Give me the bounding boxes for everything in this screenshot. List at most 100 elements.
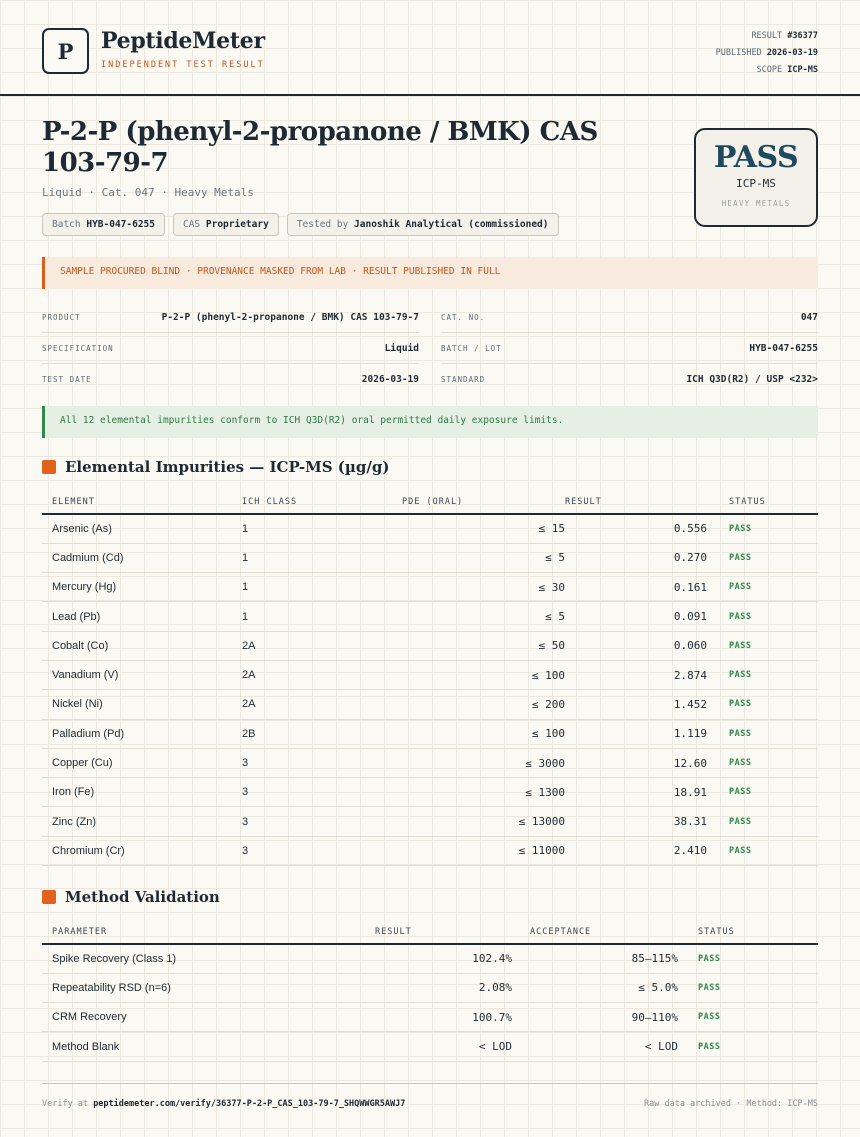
- table-row: Repeatability RSD (n=6) 2.08% ≤ 5.0% PASS: [42, 973, 818, 1004]
- procurement-notice: SAMPLE PROCURED BLIND · PROVENANCE MASKE…: [42, 257, 818, 289]
- class-cell: 3: [242, 777, 402, 808]
- info-row: BATCH / LOT HYB-047-6255: [441, 333, 818, 364]
- result-cell: 2.874: [565, 660, 707, 691]
- class-cell: 2A: [242, 689, 402, 720]
- result-cell: 0.556: [565, 514, 707, 544]
- pde-cell: ≤ 30: [402, 572, 565, 603]
- table-row: Chromium (Cr) 3 ≤ 11000 2.410 PASS: [42, 836, 818, 867]
- class-cell: 3: [242, 836, 402, 867]
- sample-chips: Batch HYB-047-6255 CAS Proprietary Teste…: [42, 213, 559, 236]
- table-row: Lead (Pb) 1 ≤ 5 0.091 PASS: [42, 601, 818, 632]
- footer-note: Raw data archived · Method: ICP-MS: [644, 1099, 818, 1109]
- pde-cell: ≤ 5: [402, 543, 565, 574]
- element-cell: Lead (Pb): [42, 601, 242, 632]
- verdict-stamp: PASS ICP-MS HEAVY METALS: [694, 128, 818, 227]
- table-header-row: PARAMETER RESULT ACCEPTANCE STATUS: [42, 920, 818, 945]
- table-row: Iron (Fe) 3 ≤ 1300 18.91 PASS: [42, 777, 818, 808]
- table-row: Mercury (Hg) 1 ≤ 30 0.161 PASS: [42, 572, 818, 603]
- table-row: Nickel (Ni) 2A ≤ 200 1.452 PASS: [42, 689, 818, 720]
- result-cell: 0.161: [565, 572, 707, 603]
- pde-cell: ≤ 11000: [402, 836, 565, 867]
- brand-logo: P: [42, 28, 89, 74]
- class-cell: 2A: [242, 660, 402, 691]
- status-badge: PASS: [707, 514, 818, 544]
- status-badge: PASS: [707, 572, 818, 603]
- result-cell: 0.060: [565, 631, 707, 661]
- parameter-cell: Repeatability RSD (n=6): [42, 973, 375, 1004]
- info-row: SPECIFICATION Liquid: [42, 333, 419, 364]
- meta-result: RESULT #36377: [751, 31, 818, 41]
- cas-chip: CAS Proprietary: [172, 213, 279, 236]
- table-row: Zinc (Zn) 3 ≤ 13000 38.31 PASS: [42, 806, 818, 837]
- batch-chip: Batch HYB-047-6255: [42, 213, 165, 236]
- element-cell: Mercury (Hg): [42, 572, 242, 603]
- element-cell: Zinc (Zn): [42, 806, 242, 837]
- acceptance-cell: 85–115%: [512, 944, 678, 974]
- class-cell: 3: [242, 748, 402, 779]
- pde-cell: ≤ 15: [402, 514, 565, 544]
- info-row: STANDARD ICH Q3D(R2) / USP <232>: [441, 374, 818, 385]
- table-row: Cobalt (Co) 2A ≤ 50 0.060 PASS: [42, 631, 818, 661]
- status-badge: PASS: [707, 748, 818, 779]
- report-header: P PeptideMeter INDEPENDENT TEST RESULT R…: [42, 28, 818, 76]
- status-badge: PASS: [707, 631, 818, 661]
- status-badge: PASS: [707, 719, 818, 749]
- meta-published: PUBLISHED 2026-03-19: [715, 48, 818, 58]
- result-cell: 2.08%: [375, 973, 512, 1004]
- pde-cell: ≤ 5: [402, 601, 565, 632]
- meta-scope: SCOPE ICP-MS: [756, 65, 818, 75]
- element-cell: Nickel (Ni): [42, 689, 242, 720]
- status-badge: PASS: [678, 1002, 818, 1033]
- result-cell: 1.119: [565, 719, 707, 749]
- status-badge: PASS: [707, 543, 818, 574]
- result-cell: < LOD: [375, 1031, 512, 1062]
- pde-cell: ≤ 3000: [402, 748, 565, 779]
- impurities-body: Arsenic (As) 1 ≤ 15 0.556 PASS Cadmium (Cd) 1 ≤…: [42, 514, 818, 867]
- pde-cell: ≤ 50: [402, 631, 565, 661]
- table-row: Method Blank < LOD < LOD PASS: [42, 1031, 818, 1062]
- pde-cell: ≤ 1300: [402, 777, 565, 808]
- conformance-notice: All 12 elemental impurities conform to I…: [42, 406, 818, 438]
- status-badge: PASS: [707, 660, 818, 691]
- element-cell: Palladium (Pd): [42, 719, 242, 749]
- table-row: Arsenic (As) 1 ≤ 15 0.556 PASS: [42, 514, 818, 544]
- parameter-cell: CRM Recovery: [42, 1002, 375, 1033]
- validation-heading: Method Validation: [42, 888, 220, 906]
- verify-link[interactable]: peptidemeter.com/verify/36377-P-2-P_CAS_…: [93, 1099, 406, 1109]
- result-cell: 100.7%: [375, 1002, 512, 1033]
- result-cell: 0.270: [565, 543, 707, 574]
- footer-divider: [42, 1083, 818, 1084]
- class-cell: 1: [242, 601, 402, 632]
- pde-cell: ≤ 100: [402, 660, 565, 691]
- status-badge: PASS: [678, 1031, 818, 1062]
- brand-tagline: INDEPENDENT TEST RESULT: [101, 60, 265, 70]
- parameter-cell: Method Blank: [42, 1031, 375, 1062]
- table-row: Palladium (Pd) 2B ≤ 100 1.119 PASS: [42, 719, 818, 749]
- result-cell: 12.60: [565, 748, 707, 779]
- class-cell: 2B: [242, 719, 402, 749]
- info-left: PRODUCT P-2-P (phenyl-2-propanone / BMK) …: [42, 302, 419, 395]
- class-cell: 3: [242, 806, 402, 837]
- verdict-scope: HEAVY METALS: [721, 199, 791, 208]
- class-cell: 1: [242, 514, 402, 544]
- element-cell: Copper (Cu): [42, 748, 242, 779]
- impurities-table: ELEMENT ICH CLASS PDE (ORAL) RESULT STAT…: [42, 490, 818, 867]
- pde-cell: ≤ 200: [402, 689, 565, 720]
- status-badge: PASS: [707, 806, 818, 837]
- header-divider: [0, 94, 860, 96]
- verify-line: Verify at peptidemeter.com/verify/36377-…: [42, 1099, 406, 1109]
- table-row: Vanadium (V) 2A ≤ 100 2.874 PASS: [42, 660, 818, 691]
- result-cell: 38.31: [565, 806, 707, 837]
- result-cell: 0.091: [565, 601, 707, 632]
- info-row: CAT. NO. 047: [441, 302, 818, 333]
- status-badge: PASS: [707, 836, 818, 867]
- element-cell: Arsenic (As): [42, 514, 242, 544]
- table-row: Copper (Cu) 3 ≤ 3000 12.60 PASS: [42, 748, 818, 779]
- section-marker-icon: [42, 460, 56, 474]
- class-cell: 2A: [242, 631, 402, 661]
- verdict-method: ICP-MS: [736, 177, 776, 190]
- verdict-status: PASS: [713, 140, 799, 175]
- status-badge: PASS: [707, 689, 818, 720]
- element-cell: Iron (Fe): [42, 777, 242, 808]
- parameter-cell: Spike Recovery (Class 1): [42, 944, 375, 974]
